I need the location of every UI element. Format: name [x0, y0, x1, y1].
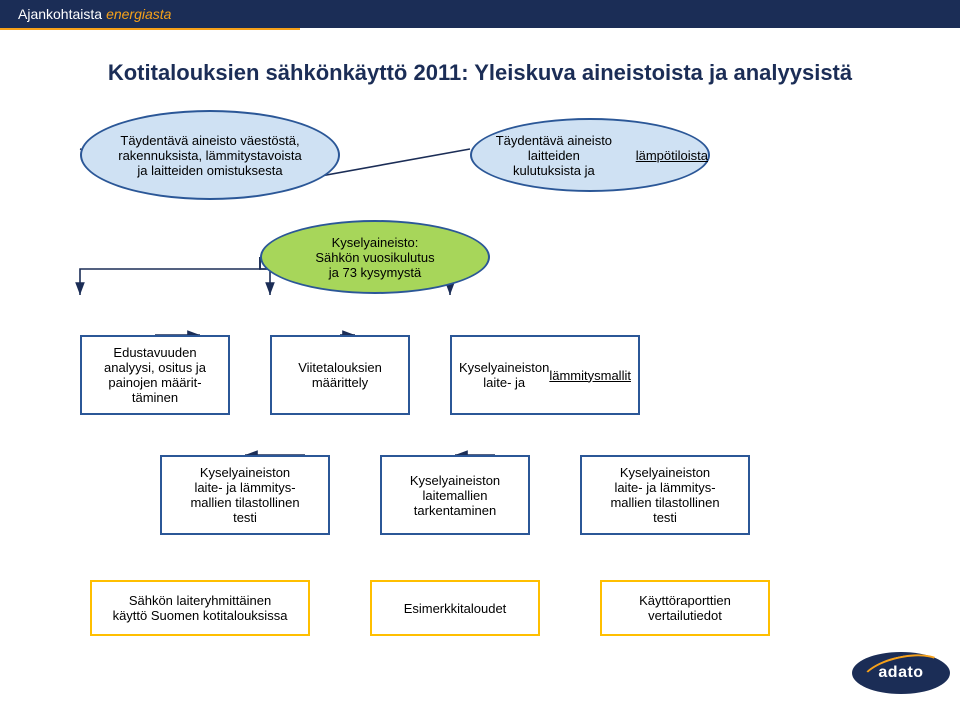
page-title: Kotitalouksien sähkönkäyttö 2011: Yleisk…: [0, 60, 960, 86]
node-r4b: Esimerkkitaloudet: [370, 580, 540, 636]
header-bar: Ajankohtaista energiasta: [0, 0, 960, 28]
node-r3c: Kyselyaineistonlaite- ja lämmitys-mallie…: [580, 455, 750, 535]
node-input-left: Täydentävä aineisto väestöstä,rakennuksi…: [80, 110, 340, 200]
header-right: energiasta: [106, 6, 171, 22]
node-r2a: Edustavuudenanalyysi, ositus japainojen …: [80, 335, 230, 415]
node-r3a: Kyselyaineistonlaite- ja lämmitys-mallie…: [160, 455, 330, 535]
node-input-right: Täydentävä aineisto laitteidenkulutuksis…: [470, 118, 710, 192]
accent-rule: [0, 28, 300, 30]
header-left: Ajankohtaista: [18, 6, 102, 22]
node-r2c: Kyselyaineistonlaite- ja lämmitysmallit: [450, 335, 640, 415]
page: Ajankohtaista energiasta Kotitalouksien …: [0, 0, 960, 702]
node-center: Kyselyaineisto:Sähkön vuosikulutusja 73 …: [260, 220, 490, 294]
node-r4a: Sähkön laiteryhmittäinenkäyttö Suomen ko…: [90, 580, 310, 636]
node-r4c: Käyttöraporttienvertailutiedot: [600, 580, 770, 636]
node-r3b: Kyselyaineistonlaitemallientarkentaminen: [380, 455, 530, 535]
logo: adato: [852, 652, 950, 694]
node-r2b: Viitetalouksienmäärittely: [270, 335, 410, 415]
